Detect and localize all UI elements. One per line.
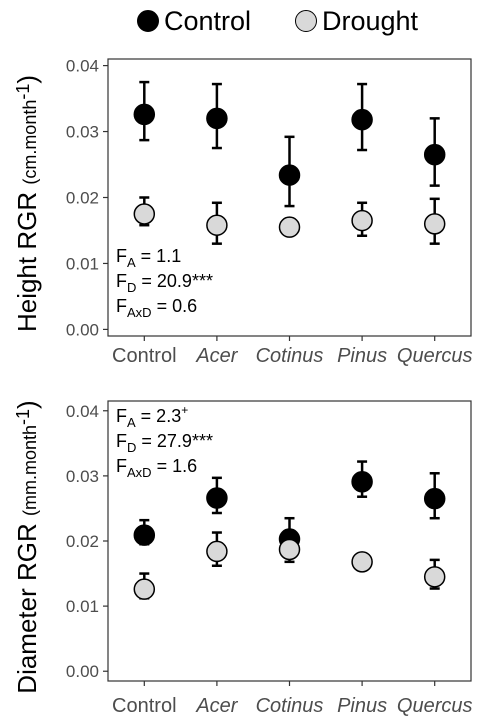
x-tick-label-cotinus: Cotinus	[256, 345, 324, 367]
f-stat-annotation: FA = 1.1	[116, 246, 181, 270]
y-tick-label: 0.00	[66, 320, 99, 339]
point-drought-pinus	[351, 551, 373, 573]
point-control-control	[133, 103, 156, 126]
legend-item-drought: Drought	[295, 6, 418, 36]
point-control-pinus	[351, 470, 373, 493]
y-tick-label: 0.01	[66, 597, 99, 616]
point-control-quercus	[423, 143, 446, 166]
y-tick-label: 0.02	[66, 189, 99, 208]
y-axis-label: Diameter RGR (mm.month-1)	[12, 400, 42, 693]
y-tick-label: 0.00	[66, 662, 99, 681]
point-drought-quercus	[423, 213, 446, 235]
f-stat-annotation: FAxD = 1.6	[116, 456, 197, 480]
f-stat-annotation: FD = 20.9***	[116, 271, 213, 295]
point-drought-cotinus	[278, 538, 301, 561]
x-tick-label-control: Control	[112, 345, 176, 367]
legend-marker-control	[137, 10, 159, 32]
f-stat-annotation: FA = 2.3+	[116, 403, 188, 430]
x-tick-label-quercus: Quercus	[397, 345, 473, 367]
chart-panel-2: 0.00 0.01 0.02 0.03 0.04 Control Acer Cotinus Pi…	[12, 400, 472, 717]
point-control-acer	[206, 107, 228, 130]
legend-label-control: Control	[164, 6, 252, 36]
chart-panel-1: 0.00 0.01 0.02 0.03 0.04 Control Acer Cotinus Pi…	[12, 57, 472, 367]
legend-label-drought: Drought	[322, 6, 419, 36]
point-drought-control	[133, 578, 156, 600]
point-drought-acer	[206, 540, 228, 563]
x-tick-label-pinus: Pinus	[337, 695, 387, 717]
point-drought-acer	[206, 214, 228, 236]
y-axis-label: Height RGR (cm.month-1)	[12, 75, 42, 332]
y-tick-label: 0.04	[66, 402, 99, 421]
legend-item-control: Control	[137, 6, 251, 36]
y-tick-label: 0.04	[66, 57, 99, 76]
point-control-cotinus	[278, 164, 301, 186]
point-control-quercus	[423, 487, 446, 510]
legend-marker-drought	[295, 10, 317, 32]
f-stat-annotation: FAxD = 0.6	[116, 296, 197, 320]
point-drought-control	[133, 203, 156, 225]
y-tick-label: 0.03	[66, 467, 99, 486]
x-tick-label-pinus: Pinus	[337, 345, 387, 367]
y-tick-label: 0.01	[66, 254, 99, 273]
x-tick-label-quercus: Quercus	[397, 695, 473, 717]
point-control-pinus	[351, 108, 373, 131]
x-tick-label-acer: Acer	[195, 695, 238, 717]
point-drought-quercus	[423, 566, 446, 588]
x-tick-label-acer: Acer	[195, 345, 238, 367]
point-control-control	[133, 524, 156, 546]
legend: Control Drought	[0, 0, 496, 46]
point-control-acer	[206, 487, 228, 509]
point-drought-pinus	[351, 209, 373, 232]
y-tick-label: 0.03	[66, 123, 99, 142]
x-tick-label-cotinus: Cotinus	[256, 695, 324, 717]
point-drought-cotinus	[278, 216, 301, 238]
x-tick-label-control: Control	[112, 695, 176, 717]
f-stat-annotation: FD = 27.9***	[116, 431, 213, 455]
y-tick-label: 0.02	[66, 532, 99, 551]
